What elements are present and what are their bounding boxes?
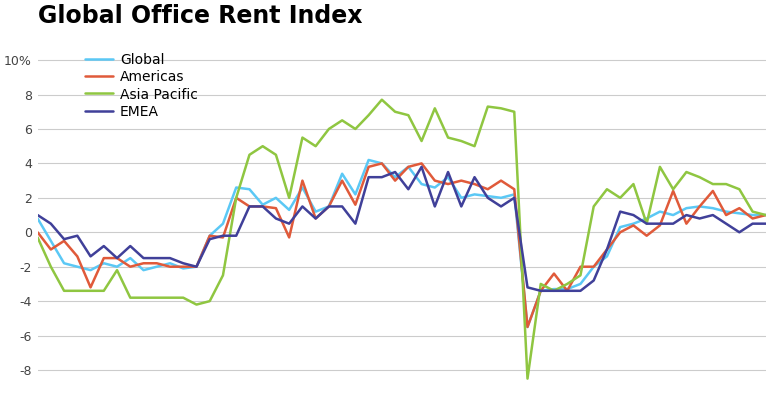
- EMEA: [457, 204, 466, 209]
- Global: [33, 216, 42, 221]
- Global: [364, 158, 373, 162]
- Americas: [298, 178, 307, 183]
- Text: Global Office Rent Index: Global Office Rent Index: [38, 4, 362, 28]
- Legend: Global, Americas, Asia Pacific, EMEA: Global, Americas, Asia Pacific, EMEA: [81, 48, 202, 123]
- Global: [298, 185, 307, 190]
- Global: [457, 196, 466, 200]
- EMEA: [536, 288, 545, 293]
- Global: [523, 324, 532, 329]
- Line: Asia Pacific: Asia Pacific: [38, 100, 766, 379]
- Asia Pacific: [298, 135, 307, 140]
- Americas: [46, 247, 55, 252]
- Americas: [615, 230, 624, 235]
- Asia Pacific: [523, 376, 532, 381]
- Global: [762, 213, 770, 218]
- EMEA: [523, 285, 532, 290]
- Global: [497, 196, 506, 200]
- Global: [46, 238, 55, 243]
- Americas: [33, 230, 42, 235]
- Americas: [762, 213, 770, 218]
- Line: Global: Global: [38, 160, 766, 327]
- Asia Pacific: [46, 264, 55, 269]
- Asia Pacific: [377, 97, 387, 102]
- EMEA: [46, 221, 55, 226]
- EMEA: [615, 209, 624, 214]
- Asia Pacific: [536, 282, 545, 286]
- Line: Americas: Americas: [38, 164, 766, 327]
- Global: [536, 288, 545, 293]
- Americas: [457, 178, 466, 183]
- Global: [615, 225, 624, 230]
- EMEA: [298, 204, 307, 209]
- EMEA: [417, 164, 427, 169]
- Asia Pacific: [457, 139, 466, 144]
- Asia Pacific: [497, 106, 506, 111]
- EMEA: [497, 204, 506, 209]
- Asia Pacific: [615, 196, 624, 200]
- Americas: [497, 178, 506, 183]
- Line: EMEA: EMEA: [38, 167, 766, 291]
- Asia Pacific: [762, 213, 770, 218]
- EMEA: [762, 221, 770, 226]
- EMEA: [33, 213, 42, 218]
- Americas: [536, 288, 545, 293]
- Americas: [523, 324, 532, 329]
- Americas: [377, 161, 387, 166]
- Asia Pacific: [33, 235, 42, 240]
